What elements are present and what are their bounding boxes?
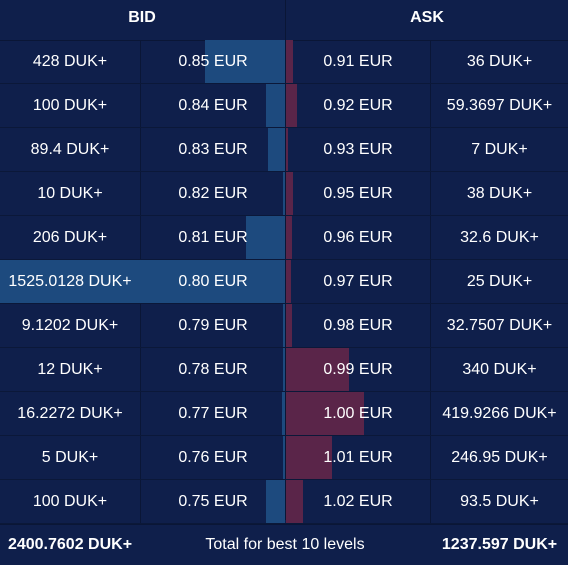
ask-depth-bar	[286, 304, 293, 347]
bid-quantity: 9.1202 DUK+	[21, 317, 119, 334]
bid-depth-bar	[246, 216, 285, 259]
bid-price: 0.77 EUR	[178, 405, 248, 422]
bid-quantity: 89.4 DUK+	[30, 141, 110, 158]
bid-price: 0.79 EUR	[178, 317, 248, 334]
ask-depth-bar	[286, 40, 293, 83]
bid-price: 0.83 EUR	[178, 141, 248, 158]
ask-price: 1.02 EUR	[323, 493, 393, 510]
ask-quantity: 93.5 DUK+	[460, 493, 539, 510]
total-label: Total for best 10 levels	[205, 536, 365, 553]
order-level-row: 12 DUK+ 0.78 EUR 0.99 EUR 340 DUK+	[0, 348, 568, 392]
order-level-row: 10 DUK+ 0.82 EUR 0.95 EUR 38 DUK+	[0, 172, 568, 216]
ask-column-divider	[430, 40, 431, 524]
ask-depth-bar	[286, 128, 288, 171]
bid-ask-divider	[285, 0, 286, 520]
ask-quantity: 25 DUK+	[466, 273, 533, 290]
ask-price: 0.92 EUR	[323, 97, 393, 114]
order-level-row: 428 DUK+ 0.85 EUR 0.91 EUR 36 DUK+	[0, 40, 568, 84]
bid-header: BID	[128, 9, 156, 26]
order-level-row: 100 DUK+ 0.75 EUR 1.02 EUR 93.5 DUK+	[0, 480, 568, 524]
bid-depth-bar	[282, 348, 285, 391]
order-level-row: 1525.0128 DUK+ 0.80 EUR 0.97 EUR 25 DUK+	[0, 260, 568, 304]
bid-price: 0.82 EUR	[178, 185, 248, 202]
ask-price: 0.98 EUR	[323, 317, 393, 334]
ask-depth-bar	[286, 392, 364, 435]
bid-quantity: 5 DUK+	[41, 449, 99, 466]
order-level-row: 100 DUK+ 0.84 EUR 0.92 EUR 59.3697 DUK+	[0, 84, 568, 128]
bid-price: 0.84 EUR	[178, 97, 248, 114]
ask-header: ASK	[410, 9, 444, 26]
ask-depth-bar	[286, 172, 294, 215]
ask-depth-bar	[286, 348, 349, 391]
order-book-header: BID ASK	[0, 0, 568, 41]
order-level-row: 9.1202 DUK+ 0.79 EUR 0.98 EUR 32.7507 DUK+	[0, 304, 568, 348]
ask-price: 1.00 EUR	[323, 405, 393, 422]
bid-price: 0.85 EUR	[178, 53, 248, 70]
ask-quantity: 246.95 DUK+	[451, 449, 548, 466]
ask-quantity: 32.6 DUK+	[460, 229, 539, 246]
bid-quantity: 16.2272 DUK+	[17, 405, 123, 422]
ask-price: 0.95 EUR	[323, 185, 393, 202]
bid-depth-bar	[281, 392, 285, 435]
bid-depth-bar	[283, 436, 285, 479]
order-book-rows: 428 DUK+ 0.85 EUR 0.91 EUR 36 DUK+ 100 DUK+ 0…	[0, 40, 568, 524]
bid-depth-bar	[204, 40, 285, 83]
order-level-row: 89.4 DUK+ 0.83 EUR 0.93 EUR 7 DUK+	[0, 128, 568, 172]
bid-quantity: 10 DUK+	[37, 185, 103, 202]
order-level-row: 5 DUK+ 0.76 EUR 1.01 EUR 246.95 DUK+	[0, 436, 568, 480]
bid-depth-bar	[0, 260, 285, 303]
ask-price: 1.01 EUR	[323, 449, 393, 466]
bid-price: 0.78 EUR	[178, 361, 248, 378]
ask-depth-bar	[286, 480, 304, 523]
ask-quantity: 38 DUK+	[466, 185, 533, 202]
bid-quantity: 428 DUK+	[32, 53, 108, 70]
ask-quantity: 340 DUK+	[462, 361, 537, 378]
order-book-footer: 2400.7602 DUK+ Total for best 10 levels …	[0, 524, 568, 559]
bid-price: 0.81 EUR	[178, 229, 248, 246]
bid-quantity: 1525.0128 DUK+	[8, 273, 132, 290]
ask-depth-bar	[286, 260, 291, 303]
bid-depth-bar	[283, 172, 285, 215]
ask-quantity: 32.7507 DUK+	[446, 317, 553, 334]
ask-price: 0.99 EUR	[323, 361, 393, 378]
ask-quantity: 419.9266 DUK+	[442, 405, 557, 422]
ask-depth-bar	[286, 84, 297, 127]
bid-price: 0.76 EUR	[178, 449, 248, 466]
bid-quantity: 100 DUK+	[32, 493, 108, 510]
ask-price: 0.96 EUR	[323, 229, 393, 246]
bid-depth-bar	[266, 480, 285, 523]
ask-price: 0.93 EUR	[323, 141, 393, 158]
order-level-row: 206 DUK+ 0.81 EUR 0.96 EUR 32.6 DUK+	[0, 216, 568, 260]
bid-price: 0.75 EUR	[178, 493, 248, 510]
bid-depth-bar	[268, 128, 285, 171]
order-level-row: 16.2272 DUK+ 0.77 EUR 1.00 EUR 419.9266 DUK…	[0, 392, 568, 436]
bid-quantity: 12 DUK+	[37, 361, 103, 378]
ask-depth-bar	[286, 436, 332, 479]
bid-price: 0.80 EUR	[178, 273, 248, 290]
bid-depth-bar	[266, 84, 285, 127]
ask-depth-bar	[286, 216, 293, 259]
ask-quantity: 7 DUK+	[471, 141, 528, 158]
bid-depth-bar	[283, 304, 285, 347]
bid-quantity: 100 DUK+	[32, 97, 108, 114]
ask-quantity: 59.3697 DUK+	[446, 97, 553, 114]
ask-price: 0.97 EUR	[323, 273, 393, 290]
ask-price: 0.91 EUR	[323, 53, 393, 70]
bid-quantity: 206 DUK+	[32, 229, 108, 246]
bid-total: 2400.7602 DUK+	[7, 536, 133, 553]
ask-quantity: 36 DUK+	[466, 53, 533, 70]
ask-total: 1237.597 DUK+	[441, 536, 558, 553]
